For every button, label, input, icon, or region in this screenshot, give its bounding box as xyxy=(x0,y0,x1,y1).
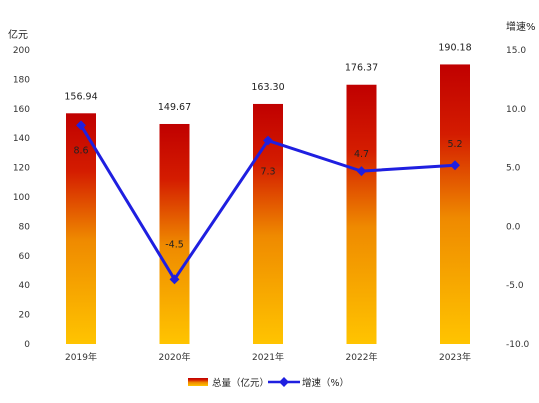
left-tick-label: 20 xyxy=(19,311,31,321)
left-tick-label: 200 xyxy=(13,46,30,56)
right-tick-label: 0.0 xyxy=(506,222,521,232)
bar xyxy=(346,84,377,345)
bar xyxy=(159,123,190,344)
legend-line-label: 增速（%） xyxy=(302,377,349,389)
right-tick-label: 15.0 xyxy=(506,46,526,56)
growth-point-marker xyxy=(356,166,367,177)
growth-value-labels: 8.6 -4.5 7.3 4.7 5.2 xyxy=(73,139,462,250)
category-label: 2020年 xyxy=(159,351,191,363)
bar xyxy=(440,64,470,345)
left-tick-label: 0 xyxy=(24,340,30,350)
growth-point-marker xyxy=(263,135,273,146)
left-tick-label: 120 xyxy=(13,164,30,174)
right-tick-label: 5.0 xyxy=(506,164,521,174)
growth-value-label: 4.7 xyxy=(354,149,369,160)
right-tick-label: -5.0 xyxy=(506,281,524,291)
left-tick-label: 140 xyxy=(13,134,30,144)
right-axis-unit: 增速% xyxy=(506,20,536,33)
left-tick-label: 160 xyxy=(13,105,30,115)
category-label: 2021年 xyxy=(252,351,284,363)
legend-bar-swatch xyxy=(188,378,208,386)
right-axis-ticks: -10.0 -5.0 0.0 5.0 10.0 15.0 xyxy=(506,46,530,350)
bar-value-label: 190.18 xyxy=(438,42,471,53)
growth-point-marker xyxy=(169,274,180,285)
bar-value-label: 149.67 xyxy=(158,102,191,113)
growth-point-marker xyxy=(76,120,86,131)
bar-value-label: 156.94 xyxy=(64,91,97,102)
growth-value-label: 5.2 xyxy=(447,139,462,150)
bar-value-labels: 156.94 149.67 163.30 176.37 190.18 xyxy=(64,42,471,113)
bar-series xyxy=(66,64,470,345)
left-axis-ticks: 0 20 40 60 80 100 120 140 160 180 200 xyxy=(13,46,30,350)
category-label: 2023年 xyxy=(439,351,471,363)
growth-line-series xyxy=(76,120,460,285)
growth-value-label: 7.3 xyxy=(260,167,275,178)
left-tick-label: 180 xyxy=(13,75,30,85)
left-tick-label: 100 xyxy=(13,193,30,203)
legend-line-marker xyxy=(279,377,289,387)
bar-value-label: 163.30 xyxy=(251,82,284,93)
legend-bar-label: 总量（亿元） xyxy=(212,377,269,389)
right-tick-label: -10.0 xyxy=(506,340,530,350)
bar-value-label: 176.37 xyxy=(345,63,378,74)
bar xyxy=(66,113,96,344)
growth-value-label: -4.5 xyxy=(165,239,184,250)
left-tick-label: 40 xyxy=(19,281,31,291)
left-tick-label: 60 xyxy=(19,252,31,262)
category-labels: 2019年 2020年 2021年 2022年 2023年 xyxy=(65,351,471,363)
legend: 总量（亿元） 增速（%） xyxy=(188,377,349,389)
right-tick-label: 10.0 xyxy=(506,105,526,115)
left-axis-unit: 亿元 xyxy=(8,28,28,41)
category-label: 2022年 xyxy=(346,351,378,363)
left-tick-label: 80 xyxy=(19,222,31,232)
growth-value-label: 8.6 xyxy=(73,145,88,156)
category-label: 2019年 xyxy=(65,351,97,363)
growth-point-marker xyxy=(450,160,460,171)
